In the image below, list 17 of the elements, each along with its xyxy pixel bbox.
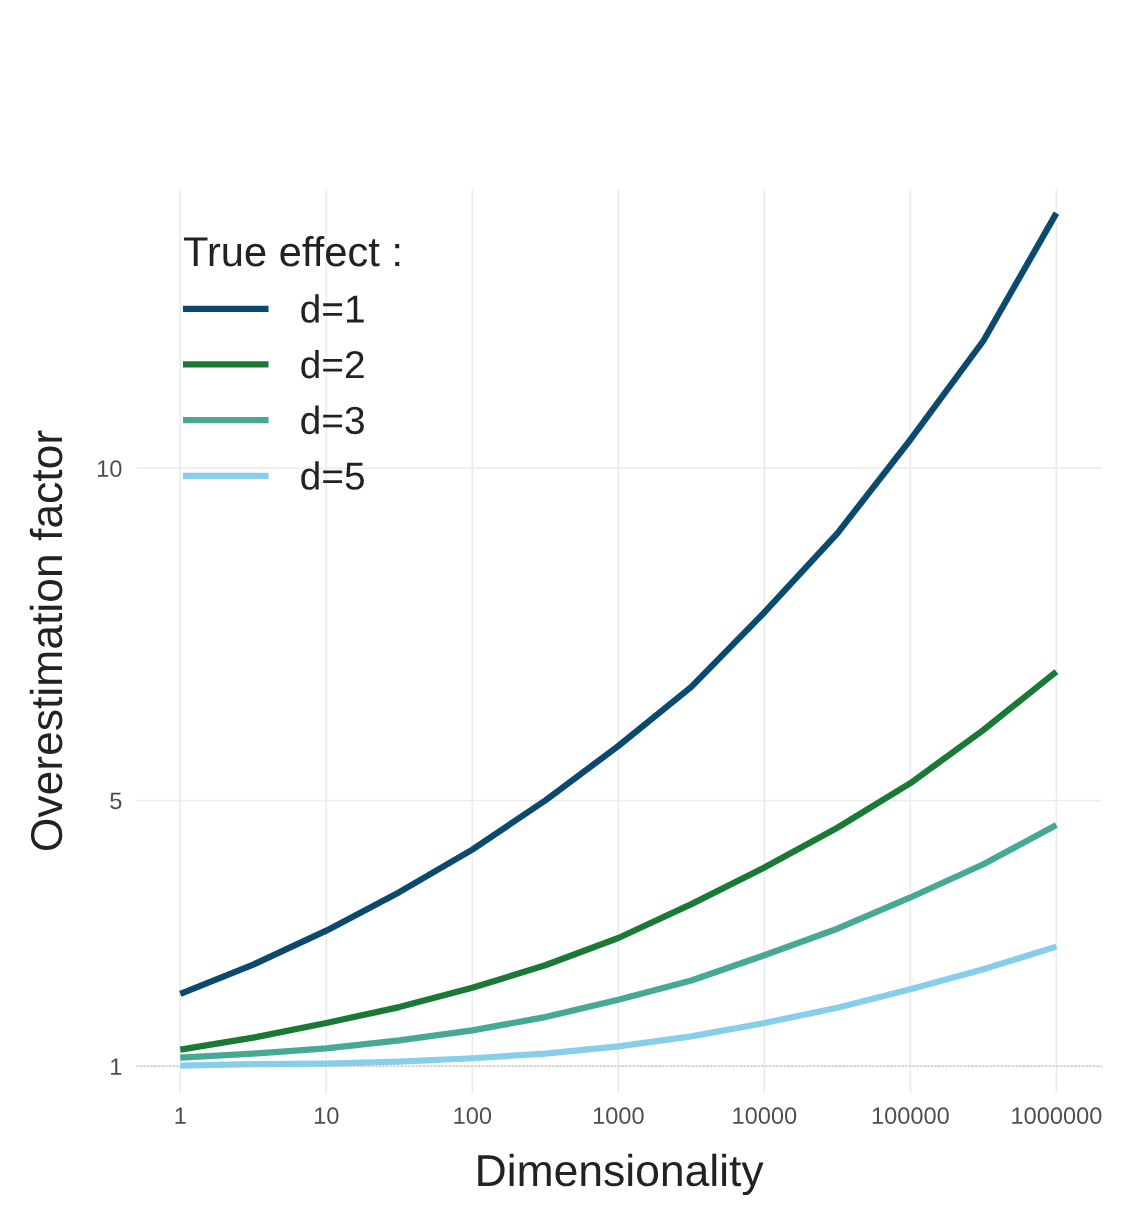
legend-title: True effect : [183,235,400,267]
x-tick-label: 10 [314,1107,339,1125]
x-tick-label: 1000 [593,1107,644,1125]
y-tick-label: 5 [110,792,122,810]
legend-label: d=3 [301,405,364,435]
x-axis-title: Dimensionality [478,1153,764,1196]
legend-label: d=1 [301,294,364,323]
x-tick-label: 100000 [872,1107,949,1125]
y-tick-label: 10 [97,460,122,478]
legend-label: d=5 [301,461,364,490]
x-tick-label: 10000 [733,1107,797,1125]
x-tick-label: 100 [454,1107,492,1125]
y-axis-title: Overestimation factor [29,430,63,851]
y-tick-label: 1 [111,1058,122,1075]
x-tick-label: 1000000 [1012,1107,1102,1125]
x-tick-label: 1 [175,1107,186,1124]
legend-label: d=2 [301,349,364,379]
